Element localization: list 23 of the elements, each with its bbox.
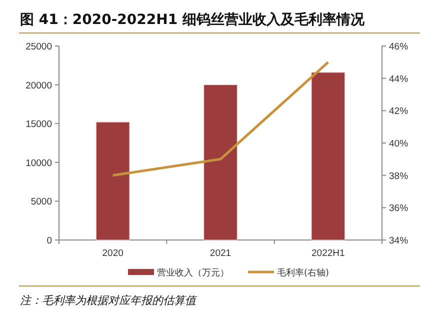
bar: [311, 72, 346, 240]
y2-tick-label: 46%: [389, 42, 409, 52]
y2-tick-label: 38%: [389, 170, 409, 182]
y-tick-label: 10000: [26, 158, 52, 169]
x-tick-label: 2020: [102, 248, 124, 259]
bar: [204, 84, 238, 240]
x-tick-label: 2021: [210, 248, 232, 259]
x-tick-label: 2022H1: [312, 248, 345, 259]
text: 注：毛利率为根据对应年报的估算值: [20, 294, 198, 307]
legend-label: 毛利率(右轴): [277, 268, 330, 278]
y-tick-label: 15000: [26, 119, 52, 130]
y2-tick-label: 40%: [389, 138, 409, 150]
y2-tick-label: 42%: [389, 106, 409, 118]
bar: [96, 122, 130, 240]
y-tick-label: 25000: [26, 42, 52, 52]
y-tick-label: 20000: [26, 80, 52, 92]
y-tick-label: 0: [46, 236, 52, 246]
y2-tick-label: 34%: [389, 236, 409, 246]
legend-label: 营业收入（万元）: [157, 268, 229, 278]
chart-title: 图 41：2020-2022H1 细钨丝营业收入及毛利率情况: [20, 11, 366, 28]
y2-tick-label: 36%: [389, 203, 409, 214]
y-tick-label: 5000: [30, 196, 52, 208]
y2-tick-label: 44%: [389, 74, 409, 85]
